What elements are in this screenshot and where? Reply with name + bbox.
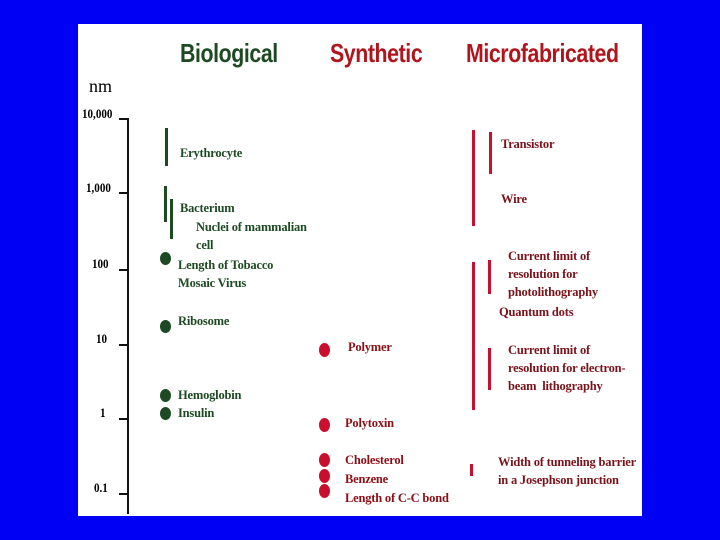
axis-line <box>127 119 129 514</box>
title-biological: Biological <box>180 38 278 68</box>
axis-tick <box>119 192 129 194</box>
cholesterol-dot <box>319 453 330 467</box>
label-ribosome: Ribosome <box>178 314 230 328</box>
label-hemoglobin: Hemoglobin <box>178 388 242 402</box>
photolithography-bar <box>488 260 491 294</box>
quantum-dots-bar <box>472 262 475 410</box>
josephson-bar <box>470 464 473 476</box>
label-transistor: Transistor <box>501 137 555 151</box>
diagram-panel: Biological Synthetic Microfabricated nm … <box>78 24 642 516</box>
label-photolithography: Current limit of resolution for photolit… <box>508 249 598 299</box>
axis-tick <box>119 418 129 420</box>
tobacco-virus-dot <box>160 252 171 265</box>
tick-label: 1 <box>100 405 106 420</box>
polymer-dot <box>319 343 330 357</box>
electron-beam-bar <box>488 348 491 390</box>
tick-label: 0.1 <box>94 480 108 495</box>
label-cc-bond: Length of C-C bond <box>345 491 449 505</box>
label-electron-beam: Current limit of resolution for electron… <box>508 343 626 393</box>
benzene-dot <box>319 469 330 483</box>
label-polymer: Polymer <box>348 340 392 354</box>
label-tobacco-virus: Length of Tobacco Mosaic Virus <box>178 258 274 290</box>
axis-tick <box>119 269 129 271</box>
tick-label: 100 <box>92 256 109 271</box>
label-polytoxin: Polytoxin <box>345 416 394 430</box>
bacterium-bar <box>164 186 167 222</box>
label-benzene: Benzene <box>345 472 389 486</box>
title-microfabricated: Microfabricated <box>466 38 619 68</box>
title-synthetic: Synthetic <box>330 38 423 68</box>
label-bacterium: Bacterium <box>180 201 235 215</box>
ribosome-dot <box>160 320 171 333</box>
transistor-bar <box>489 132 492 174</box>
label-nuclei: Nuclei of mammalian cell <box>196 220 307 252</box>
label-josephson: Width of tunneling barrier in a Josephso… <box>498 455 636 487</box>
wire-bar <box>472 130 475 226</box>
axis-tick <box>119 344 129 346</box>
cc-bond-dot <box>319 484 330 498</box>
tick-label: 10,000 <box>82 106 113 121</box>
tick-label: 1,000 <box>86 180 111 195</box>
axis-tick <box>119 493 129 495</box>
hemoglobin-dot <box>160 389 171 402</box>
label-quantum-dots: Quantum dots <box>499 305 574 319</box>
label-cholesterol: Cholesterol <box>345 453 404 467</box>
insulin-dot <box>160 407 171 420</box>
nuclei-bar <box>170 199 173 239</box>
tick-label: 10 <box>96 331 108 346</box>
label-erythrocyte: Erythrocyte <box>180 146 243 160</box>
polytoxin-dot <box>319 418 330 432</box>
axis-tick <box>119 118 129 120</box>
label-wire: Wire <box>501 192 527 206</box>
label-insulin: Insulin <box>178 406 215 420</box>
axis-unit: nm <box>89 76 113 96</box>
erythrocyte-bar <box>165 128 168 166</box>
